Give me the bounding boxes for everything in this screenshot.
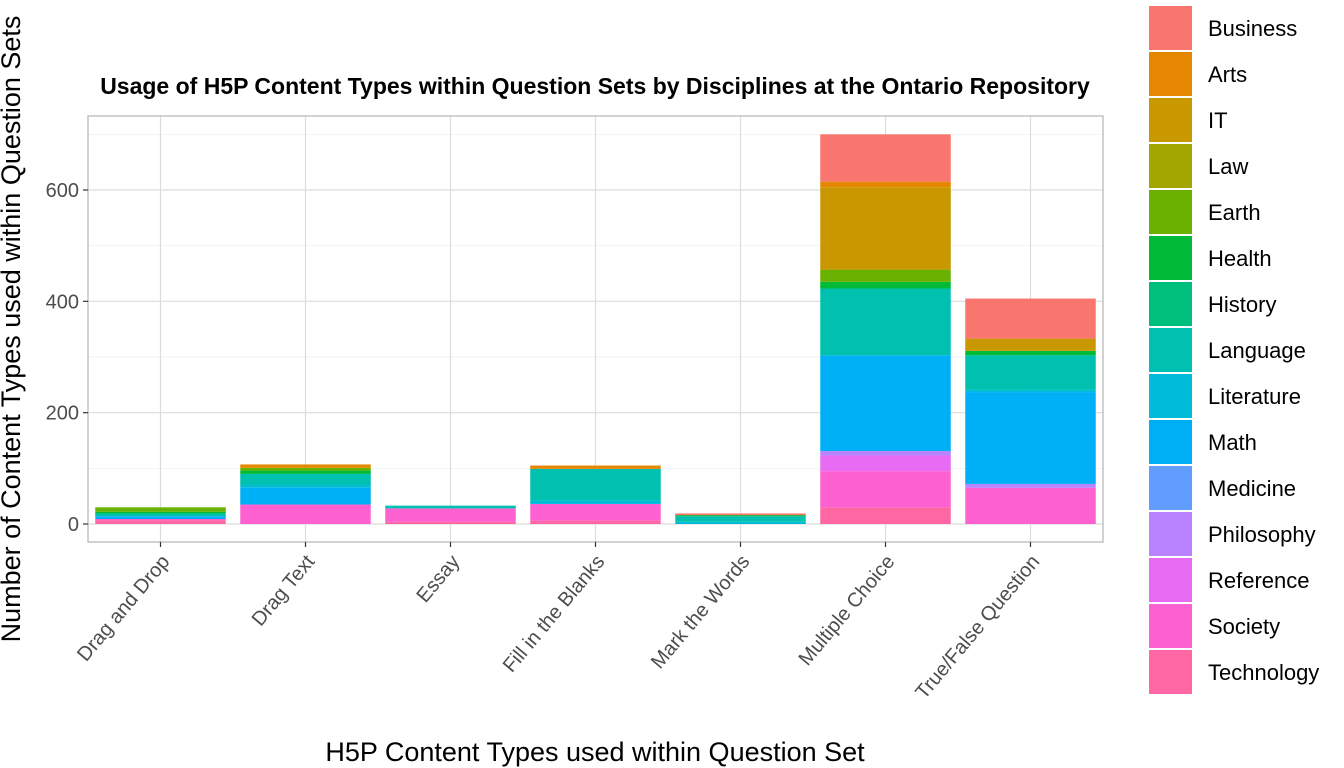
bar-segment [675, 515, 806, 517]
y-axis: 0 200 400 600 [46, 180, 88, 536]
legend-label: Health [1208, 246, 1272, 271]
y-tick-label: 600 [46, 180, 79, 202]
legend-key [1149, 466, 1192, 510]
bar-segment [820, 455, 951, 472]
legend-key [1149, 374, 1192, 418]
x-axis-title: H5P Content Types used within Question S… [325, 737, 865, 767]
legend-label: Society [1208, 614, 1280, 639]
bar-segment [820, 288, 951, 356]
bar-segment [965, 298, 1096, 339]
legend-label: IT [1208, 108, 1228, 133]
bar-segment [675, 521, 806, 524]
x-tick-label: Drag and Drop [73, 551, 174, 666]
bar-segment [820, 187, 951, 270]
bar-segment [240, 464, 371, 468]
bar-segment [820, 451, 951, 456]
bar-segment [240, 485, 371, 488]
legend-label: Math [1208, 430, 1257, 455]
bars [95, 134, 1096, 524]
bar-segment [675, 516, 806, 522]
legend-key [1149, 6, 1192, 50]
bar-segment [240, 487, 371, 505]
bar-segment [530, 520, 661, 524]
bar-segment [95, 516, 226, 519]
legend-key [1149, 98, 1192, 142]
bar-segment [820, 471, 951, 508]
bar-segment [820, 269, 951, 282]
legend-label: Literature [1208, 384, 1301, 409]
legend-label: Reference [1208, 568, 1310, 593]
y-tick-label: 400 [46, 291, 79, 313]
bar-segment [820, 355, 951, 452]
chart-title: Usage of H5P Content Types within Questi… [100, 73, 1090, 99]
bar-segment [530, 468, 661, 501]
bar-segment [965, 483, 1096, 488]
bar-segment [820, 134, 951, 182]
y-axis-title: Number of Content Types used within Ques… [0, 16, 26, 643]
legend-key [1149, 282, 1192, 326]
legend-key [1149, 420, 1192, 464]
legend-label: Medicine [1208, 476, 1296, 501]
legend-label: Law [1208, 154, 1248, 179]
legend-key [1149, 604, 1192, 648]
bar-segment [820, 507, 951, 524]
x-tick-label: Drag Text [248, 551, 320, 631]
legend-key [1149, 512, 1192, 556]
legend-label: History [1208, 292, 1276, 317]
bar-segment [95, 507, 226, 512]
x-tick-label: Fill in the Blanks [499, 551, 609, 677]
legend-key [1149, 650, 1192, 694]
bar-segment [240, 467, 371, 471]
legend-label: Earth [1208, 200, 1261, 225]
y-tick-label: 200 [46, 403, 79, 425]
legend-key [1149, 558, 1192, 602]
x-tick-label: Essay [412, 551, 464, 607]
x-tick-label: Mark the Words [647, 551, 754, 673]
x-tick-label: True/False Question [911, 551, 1044, 703]
legend-key [1149, 236, 1192, 280]
bar-segment [240, 473, 371, 486]
bar-segment [820, 181, 951, 188]
bar-segment [240, 504, 371, 524]
legend-key [1149, 328, 1192, 372]
bar-segment [965, 355, 1096, 390]
bar-segment [95, 518, 226, 521]
legend-label: Technology [1208, 660, 1319, 685]
bar-segment [675, 513, 806, 516]
bar-segment [965, 338, 1096, 351]
bar-segment [385, 505, 516, 509]
x-tick-label: Multiple Choice [795, 551, 900, 670]
bar-segment [530, 503, 661, 521]
bar-segment [965, 389, 1096, 393]
bar-segment [965, 392, 1096, 484]
bar-segment [385, 508, 516, 522]
bar-segment [95, 513, 226, 517]
legend-label: Business [1208, 16, 1297, 41]
legend-label: Philosophy [1208, 522, 1316, 547]
legend-key [1149, 52, 1192, 96]
bar-segment [385, 521, 516, 524]
bar-segment [530, 500, 661, 504]
bar-segment [530, 465, 661, 469]
legend-label: Arts [1208, 62, 1247, 87]
legend-label: Language [1208, 338, 1306, 363]
y-tick-label: 0 [68, 514, 79, 536]
legend-key [1149, 144, 1192, 188]
bar-segment [95, 520, 226, 524]
bar-segment [965, 487, 1096, 524]
x-axis: Drag and Drop Drag Text Essay Fill in the B… [73, 542, 1044, 703]
bar-segment [965, 350, 1096, 356]
bar-segment [240, 470, 371, 474]
bar-segment [95, 511, 226, 514]
legend: Business Arts IT Law Earth Health History Langu… [1149, 6, 1319, 694]
legend-key [1149, 190, 1192, 234]
bar-segment [820, 281, 951, 289]
